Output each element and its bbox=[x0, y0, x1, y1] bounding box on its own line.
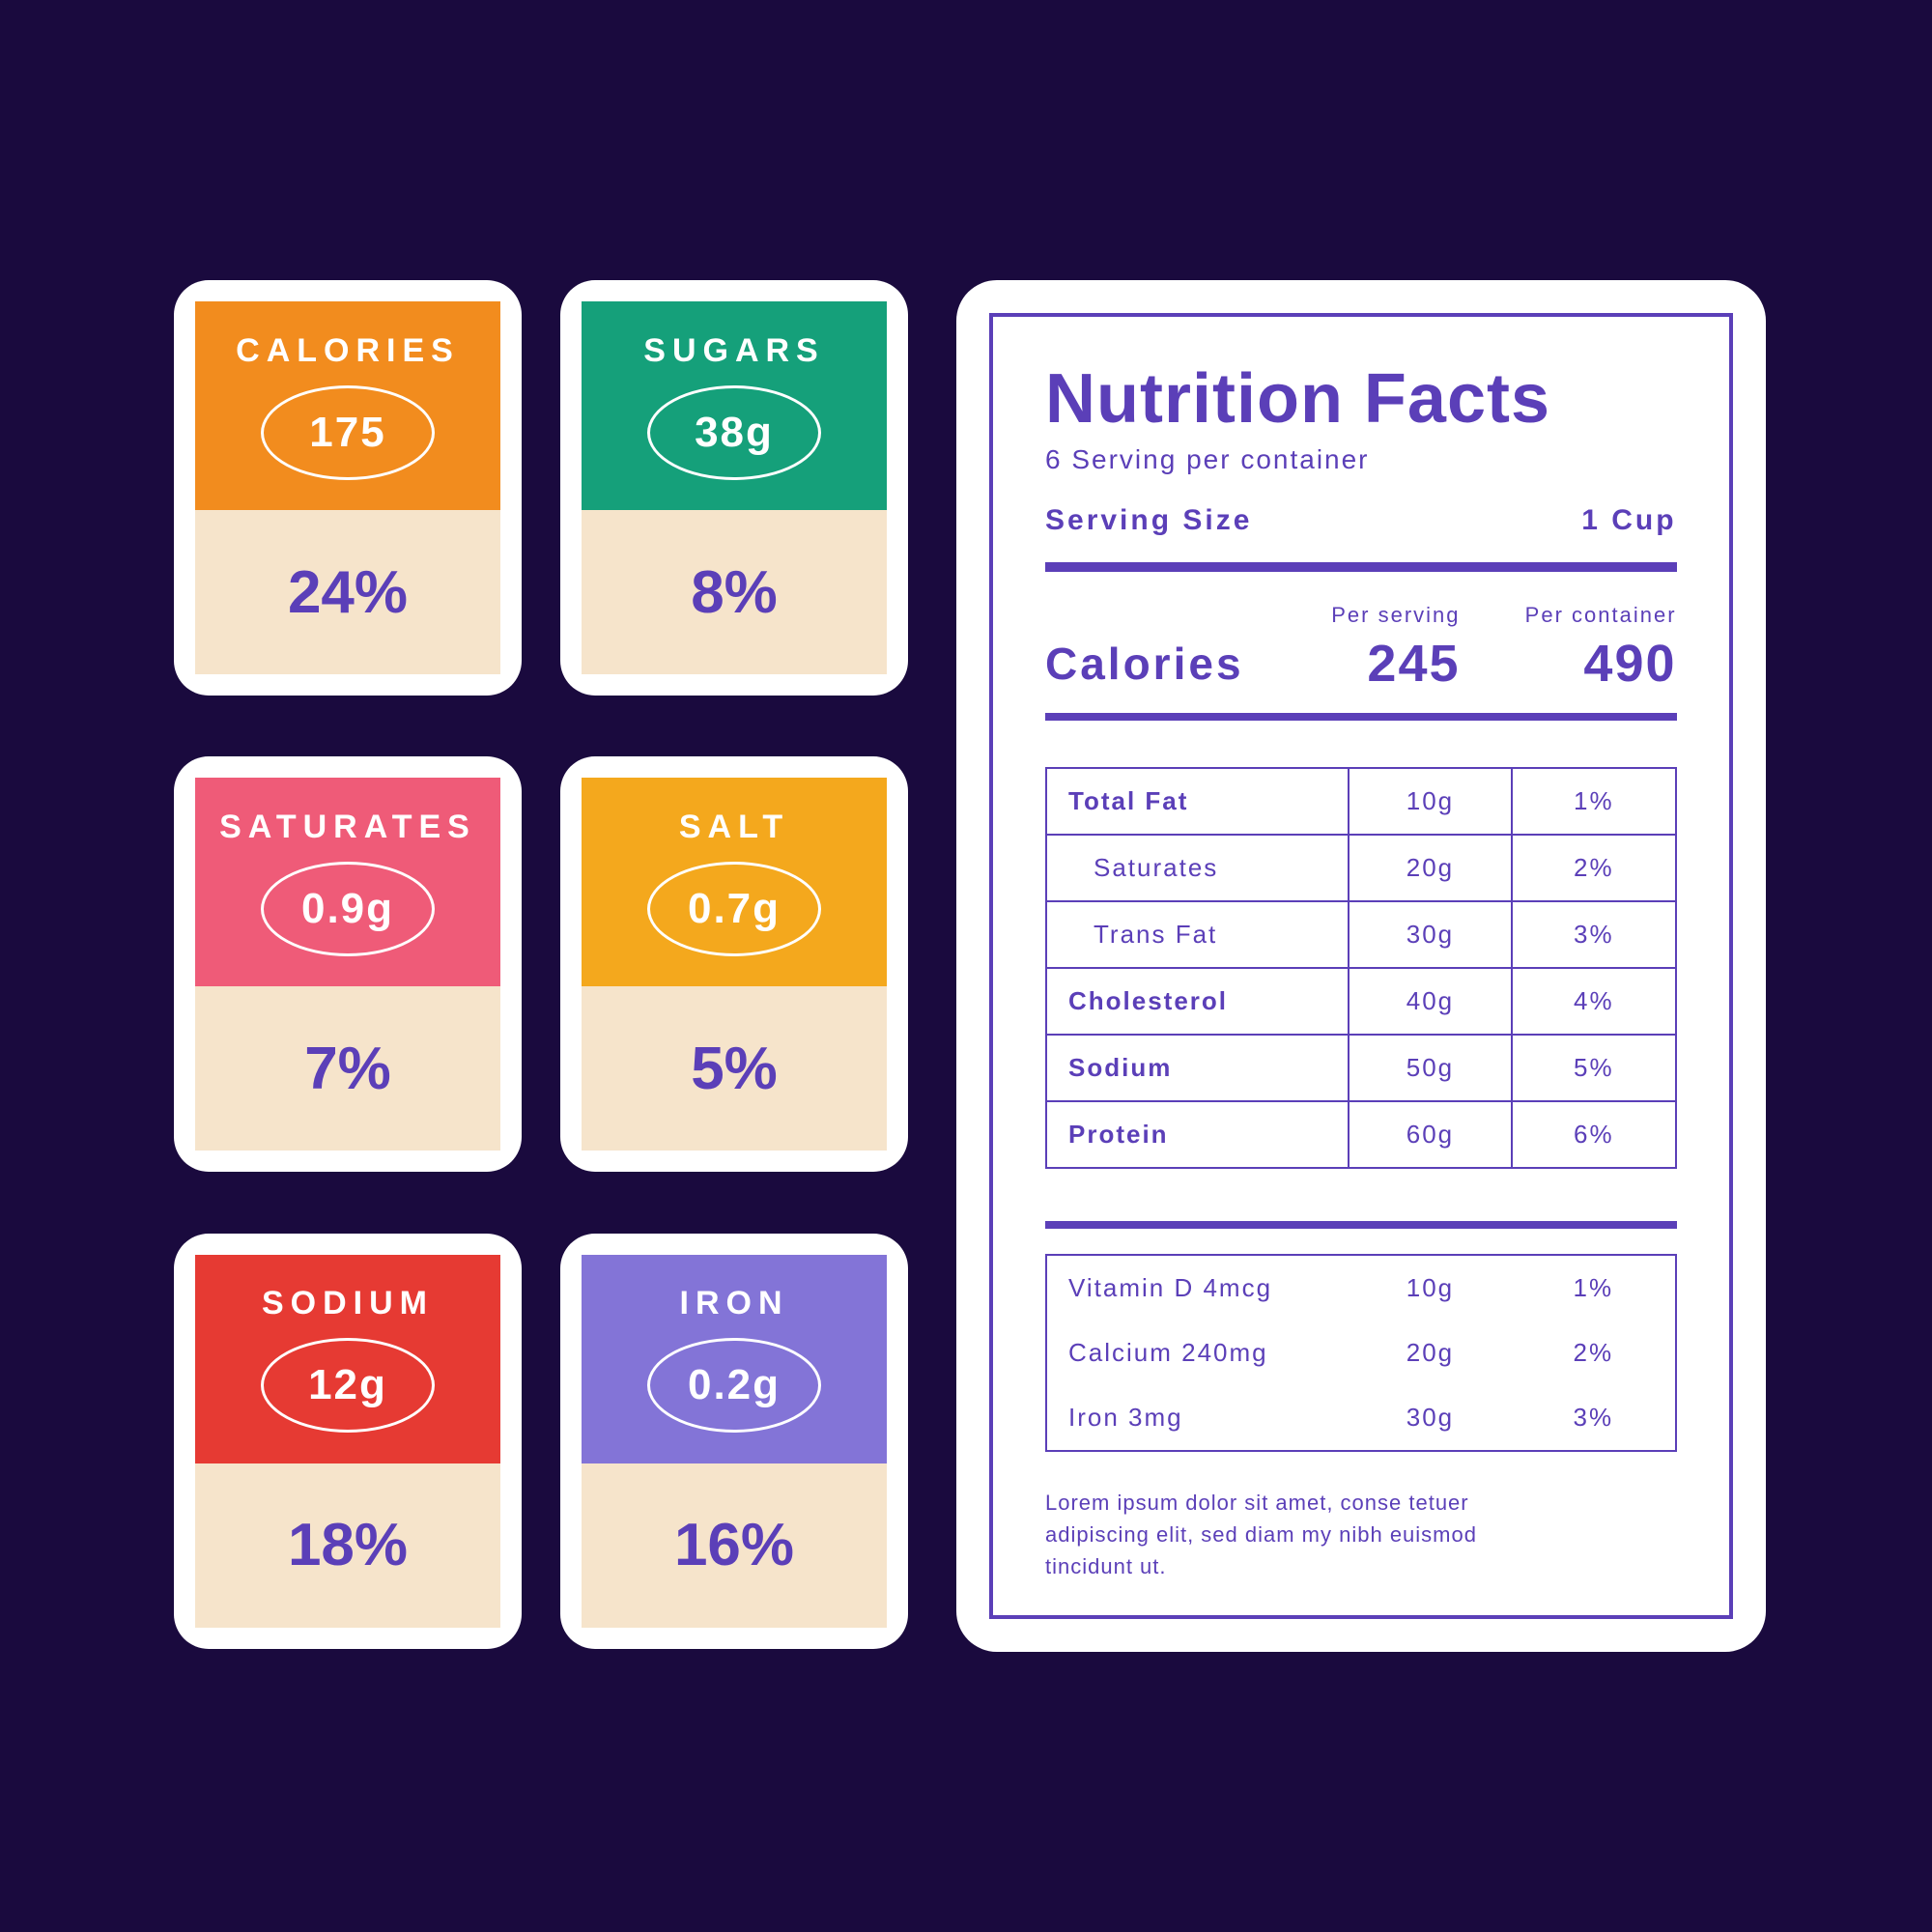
nutrient-cards-grid: CALORIES 175 24% SUGARS 38g 8% SATURATES 0.9g 7%… bbox=[174, 280, 908, 1652]
serving-size-value: 1 Cup bbox=[1581, 504, 1676, 537]
table-row: Trans Fat30g3% bbox=[1046, 901, 1676, 968]
card-top: SATURATES 0.9g bbox=[195, 778, 500, 986]
secondary-name: Calcium 240mg bbox=[1046, 1321, 1349, 1385]
secondary-amount: 10g bbox=[1349, 1255, 1512, 1321]
serving-size-label: Serving Size bbox=[1045, 504, 1252, 537]
nutrient-name: Total Fat bbox=[1046, 768, 1349, 835]
nutrient-amount: 10g bbox=[1349, 768, 1512, 835]
nutrient-card: SALT 0.7g 5% bbox=[560, 756, 908, 1172]
infographic-canvas: CALORIES 175 24% SUGARS 38g 8% SATURATES 0.9g 7%… bbox=[174, 280, 1758, 1652]
table-row: Vitamin D 4mcg10g1% bbox=[1046, 1255, 1676, 1321]
nutrient-amount: 30g bbox=[1349, 901, 1512, 968]
card-value-oval: 12g bbox=[261, 1338, 435, 1433]
card-value-oval: 0.9g bbox=[261, 862, 435, 956]
nutrient-name: Cholesterol bbox=[1046, 968, 1349, 1035]
nutrient-percent: 6% bbox=[1512, 1101, 1675, 1168]
table-row: Sodium50g5% bbox=[1046, 1035, 1676, 1101]
nutrient-amount: 20g bbox=[1349, 835, 1512, 901]
card-top: IRON 0.2g bbox=[582, 1255, 887, 1463]
calories-row: Calories Per serving 245 Per container 4… bbox=[1045, 572, 1677, 713]
secondary-name: Vitamin D 4mcg bbox=[1046, 1255, 1349, 1321]
card-value-oval: 175 bbox=[261, 385, 435, 480]
nutrient-percent: 4% bbox=[1512, 968, 1675, 1035]
spacer bbox=[1045, 1169, 1677, 1221]
table-row: Protein60g6% bbox=[1046, 1101, 1676, 1168]
per-serving-col: Per serving 245 bbox=[1267, 603, 1461, 690]
card-title: IRON bbox=[680, 1285, 789, 1322]
per-container-value: 490 bbox=[1583, 638, 1676, 690]
per-serving-value: 245 bbox=[1367, 638, 1460, 690]
secondary-percent: 1% bbox=[1512, 1255, 1675, 1321]
panel-subtitle: 6 Serving per container bbox=[1045, 444, 1677, 475]
card-percent: 5% bbox=[582, 986, 887, 1151]
table-row: Saturates20g2% bbox=[1046, 835, 1676, 901]
secondary-name: Iron 3mg bbox=[1046, 1385, 1349, 1451]
table-row: Total Fat10g1% bbox=[1046, 768, 1676, 835]
calories-label: Calories bbox=[1045, 638, 1244, 690]
serving-size-row: Serving Size 1 Cup bbox=[1045, 504, 1677, 562]
nutrient-name: Saturates bbox=[1046, 835, 1349, 901]
nutrient-card: SODIUM 12g 18% bbox=[174, 1234, 522, 1649]
per-container-label: Per container bbox=[1525, 603, 1677, 628]
nutrient-percent: 3% bbox=[1512, 901, 1675, 968]
nutrient-amount: 50g bbox=[1349, 1035, 1512, 1101]
panel-title: Nutrition Facts bbox=[1045, 359, 1677, 439]
divider-thick-2 bbox=[1045, 713, 1677, 721]
card-title: SUGARS bbox=[643, 332, 824, 370]
card-percent: 7% bbox=[195, 986, 500, 1151]
nutrient-name: Sodium bbox=[1046, 1035, 1349, 1101]
nutrition-facts-inner: Nutrition Facts 6 Serving per container … bbox=[989, 313, 1733, 1619]
card-title: SALT bbox=[679, 809, 789, 846]
card-value-oval: 38g bbox=[647, 385, 821, 480]
per-container-col: Per container 490 bbox=[1484, 603, 1677, 690]
card-title: CALORIES bbox=[236, 332, 460, 370]
card-top: SODIUM 12g bbox=[195, 1255, 500, 1463]
card-top: SUGARS 38g bbox=[582, 301, 887, 510]
nutrient-amount: 40g bbox=[1349, 968, 1512, 1035]
card-percent: 8% bbox=[582, 510, 887, 674]
nutrient-card: SATURATES 0.9g 7% bbox=[174, 756, 522, 1172]
card-title: SATURATES bbox=[219, 809, 476, 846]
table-row: Calcium 240mg20g2% bbox=[1046, 1321, 1676, 1385]
table-row: Cholesterol40g4% bbox=[1046, 968, 1676, 1035]
footnote: Lorem ipsum dolor sit amet, conse tetuer… bbox=[1045, 1487, 1548, 1582]
nutrient-amount: 60g bbox=[1349, 1101, 1512, 1168]
card-percent: 16% bbox=[582, 1463, 887, 1628]
nutrition-facts-panel: Nutrition Facts 6 Serving per container … bbox=[956, 280, 1766, 1652]
per-serving-label: Per serving bbox=[1331, 603, 1460, 628]
secondary-amount: 30g bbox=[1349, 1385, 1512, 1451]
card-value-oval: 0.7g bbox=[647, 862, 821, 956]
table-row: Iron 3mg30g3% bbox=[1046, 1385, 1676, 1451]
nutrient-percent: 5% bbox=[1512, 1035, 1675, 1101]
nutrients-table: Total Fat10g1%Saturates20g2%Trans Fat30g… bbox=[1045, 767, 1677, 1169]
nutrient-card: IRON 0.2g 16% bbox=[560, 1234, 908, 1649]
card-percent: 24% bbox=[195, 510, 500, 674]
secondary-nutrients-table: Vitamin D 4mcg10g1%Calcium 240mg20g2%Iro… bbox=[1045, 1254, 1677, 1452]
nutrient-card: SUGARS 38g 8% bbox=[560, 280, 908, 696]
card-title: SODIUM bbox=[262, 1285, 434, 1322]
card-top: CALORIES 175 bbox=[195, 301, 500, 510]
divider-thick-3 bbox=[1045, 1221, 1677, 1229]
secondary-amount: 20g bbox=[1349, 1321, 1512, 1385]
card-top: SALT 0.7g bbox=[582, 778, 887, 986]
nutrient-percent: 2% bbox=[1512, 835, 1675, 901]
secondary-percent: 2% bbox=[1512, 1321, 1675, 1385]
divider-thick-1 bbox=[1045, 562, 1677, 572]
card-percent: 18% bbox=[195, 1463, 500, 1628]
secondary-percent: 3% bbox=[1512, 1385, 1675, 1451]
nutrient-card: CALORIES 175 24% bbox=[174, 280, 522, 696]
nutrient-percent: 1% bbox=[1512, 768, 1675, 835]
nutrient-name: Trans Fat bbox=[1046, 901, 1349, 968]
card-value-oval: 0.2g bbox=[647, 1338, 821, 1433]
nutrient-name: Protein bbox=[1046, 1101, 1349, 1168]
